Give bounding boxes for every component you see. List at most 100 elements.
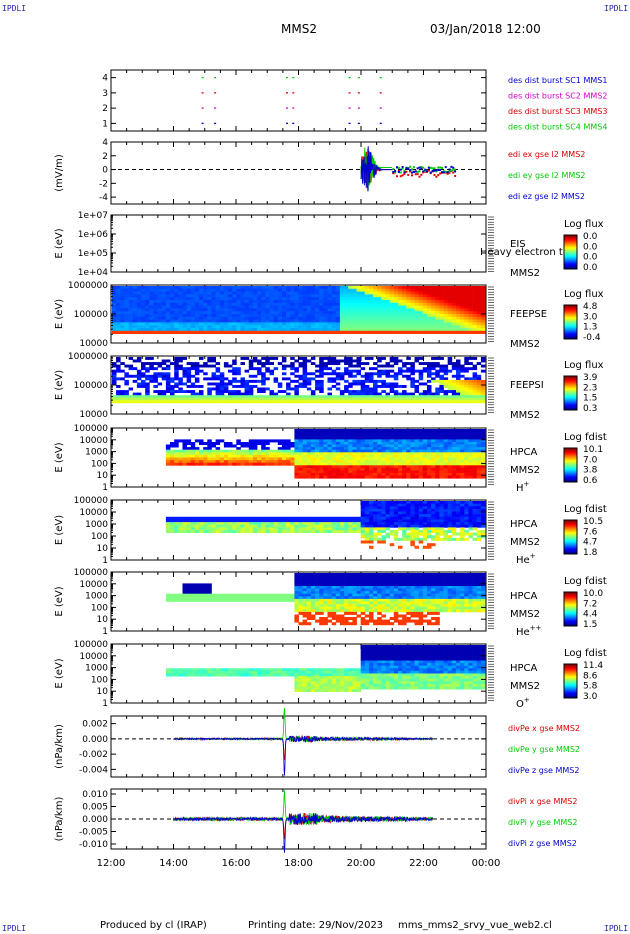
spectrogram-cell xyxy=(451,286,457,290)
spectrogram-cell xyxy=(211,374,216,378)
spectrogram-cell xyxy=(223,362,229,365)
spectrogram-cell xyxy=(381,578,386,582)
spectrogram-cell xyxy=(344,524,349,528)
colorbar-tick-label: 0.0 xyxy=(583,253,598,263)
spectrogram-cell xyxy=(468,473,473,476)
spectrogram-cell xyxy=(435,288,440,292)
spectrogram-cell xyxy=(439,462,444,466)
spectrogram-cell xyxy=(252,385,258,388)
spectrogram-cell xyxy=(364,475,370,479)
spectrogram-cell xyxy=(211,377,216,381)
spectrogram-cell xyxy=(406,473,411,476)
spectrogram-cell xyxy=(418,369,424,373)
spectrogram-cell xyxy=(178,328,183,332)
spectrogram-cell xyxy=(381,452,386,456)
spectrogram-cell xyxy=(381,372,386,376)
spectrogram-cell xyxy=(451,532,457,536)
spectrogram-cell xyxy=(203,362,208,365)
spectrogram-cell xyxy=(207,524,212,528)
spectrogram-cell xyxy=(414,575,419,579)
spectrogram-cell xyxy=(178,530,183,533)
spectrogram-cell xyxy=(244,400,250,404)
spectrogram-cell xyxy=(356,470,361,474)
spectrogram-cell xyxy=(427,314,432,318)
spectrogram-cell xyxy=(323,364,328,368)
spectrogram-cell xyxy=(422,460,428,464)
spectrogram-cell xyxy=(427,294,432,298)
spectrogram-cell xyxy=(402,524,407,528)
spectrogram-cell xyxy=(252,452,258,456)
spectrogram-cell xyxy=(281,449,287,453)
spectrogram-cell xyxy=(443,511,449,515)
spectrogram-cell xyxy=(377,359,382,363)
spectrogram-cell xyxy=(281,294,287,298)
spectrogram-cell xyxy=(211,395,216,399)
spectrogram-cell xyxy=(427,322,432,326)
colorbar-title: Log fdist xyxy=(564,504,607,515)
spectrogram-cell xyxy=(377,511,382,515)
spectrogram-cell xyxy=(393,573,399,576)
spectrogram-cell xyxy=(398,575,403,579)
spectrogram-cell xyxy=(186,519,192,523)
spectrogram-cell xyxy=(339,573,345,576)
colorbar-tick-label: 1.5 xyxy=(583,394,597,404)
spectrogram-cell xyxy=(228,457,233,461)
spectrogram-cell xyxy=(352,442,357,445)
spectrogram-cell xyxy=(273,462,279,466)
spectrogram-cell xyxy=(393,305,399,309)
spectrogram-cell xyxy=(219,379,225,383)
spectrogram-cell xyxy=(141,305,146,309)
spectrogram-cell xyxy=(323,580,328,584)
spectrogram-cell xyxy=(360,434,366,438)
spectrogram-cell xyxy=(236,392,241,396)
spectrogram-cell xyxy=(406,516,411,520)
spectrogram-cell xyxy=(431,467,436,471)
spectrogram-cell xyxy=(306,429,312,432)
spectrogram-cell xyxy=(310,573,316,576)
spectrogram-cell xyxy=(422,506,428,510)
spectrogram-cell xyxy=(298,586,303,589)
spectrogram-cell xyxy=(252,325,258,329)
spectrogram-cell xyxy=(414,475,419,479)
spectrogram-cell xyxy=(215,395,221,399)
spectrogram-cell xyxy=(431,527,436,531)
edi-point xyxy=(420,173,423,176)
spectrogram-cell xyxy=(248,314,254,318)
spectrogram-cell xyxy=(170,400,175,404)
spectrogram-cell xyxy=(410,470,415,474)
spectrogram-cell xyxy=(344,439,349,443)
spectrogram-cell xyxy=(281,288,287,292)
spectrogram-cell xyxy=(356,586,361,589)
spectrogram-cell xyxy=(161,314,167,318)
spectrogram-cell xyxy=(199,460,204,464)
spectrogram-cell xyxy=(236,322,241,326)
spectrogram-cell xyxy=(385,322,390,326)
spectrogram-cell xyxy=(315,294,320,298)
spectrogram-cell xyxy=(269,395,274,399)
spectrogram-cell xyxy=(398,300,403,304)
spectrogram-cell xyxy=(315,311,320,315)
spectrogram-cell xyxy=(439,431,444,435)
spectrogram-cell xyxy=(178,457,183,461)
spectrogram-cell xyxy=(290,330,295,334)
spectrogram-cell xyxy=(145,322,150,326)
spectrogram-cell xyxy=(323,431,328,435)
spectrogram-cell xyxy=(468,377,473,381)
spectrogram-cell xyxy=(244,530,250,533)
spectrogram-cell xyxy=(439,294,444,298)
spectrogram-cell xyxy=(427,316,432,320)
spectrogram-cell xyxy=(252,400,258,404)
spectrogram-cell xyxy=(427,397,432,401)
spectrogram-cell xyxy=(306,454,312,458)
spectrogram-cell xyxy=(211,297,216,301)
spectrogram-cell xyxy=(385,586,390,589)
spectrogram-cell xyxy=(203,524,208,528)
colorbar-tick-label: 0.3 xyxy=(583,404,597,414)
spectrogram-cell xyxy=(339,467,345,471)
spectrogram-cell xyxy=(136,300,142,304)
spectrogram-cell xyxy=(356,573,361,576)
spectrogram-cell xyxy=(186,286,192,290)
spectrogram-cell xyxy=(439,400,444,404)
spectrogram-cell xyxy=(439,583,444,587)
spectrogram-cell xyxy=(248,390,254,393)
